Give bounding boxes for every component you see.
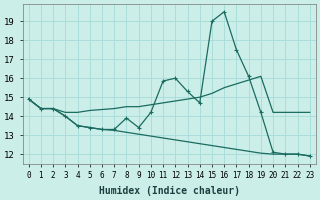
X-axis label: Humidex (Indice chaleur): Humidex (Indice chaleur): [99, 186, 240, 196]
